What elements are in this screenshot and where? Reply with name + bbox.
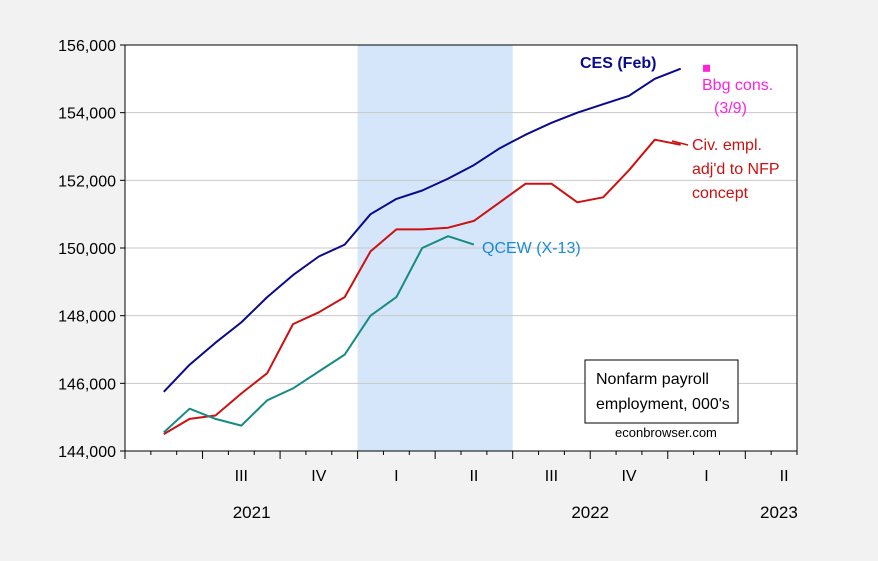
y-tick-label: 152,000 (58, 173, 116, 190)
x-quarter-label: II (469, 468, 478, 485)
gridlines (125, 112, 797, 384)
series-line-civ-empl (163, 138, 681, 435)
label-qcew: QCEW (X-13) (482, 240, 581, 257)
svg-text:Bbg cons.: Bbg cons. (702, 77, 773, 94)
x-year-label: 2022 (571, 503, 609, 522)
x-quarter-label: III (545, 468, 558, 485)
y-tick-label: 144,000 (58, 444, 116, 461)
label-civ: Civ. empl. adj'd to NFP concept (671, 137, 780, 202)
x-quarter-label: III (235, 468, 248, 485)
axes (120, 44, 798, 459)
x-quarter-label: II (780, 468, 789, 485)
x-year-label: 2021 (233, 503, 271, 522)
annotation-line-2: employment, 000's (596, 396, 730, 413)
label-ces: CES (Feb) (580, 55, 656, 72)
series-line-qcew (163, 235, 475, 434)
y-tick-label: 146,000 (58, 376, 116, 393)
svg-text:(3/9): (3/9) (714, 100, 747, 117)
source-label: econbrowser.com (615, 425, 717, 440)
annotation-box: Nonfarm payroll employment, 000's (584, 359, 739, 424)
x-year-label: 2023 (760, 503, 798, 522)
x-quarter-label: I (394, 468, 398, 485)
svg-text:concept: concept (692, 185, 749, 202)
annotation-line-1: Nonfarm payroll (596, 371, 709, 388)
x-quarter-label: IV (621, 468, 636, 485)
y-tick-labels: 144,000 146,000 148,000 150,000 152,000 154,0… (58, 38, 116, 461)
label-bbg: Bbg cons. (3/9) (702, 77, 773, 117)
y-tick-label: 148,000 (58, 309, 116, 326)
svg-text:adj'd to NFP: adj'd to NFP (692, 161, 780, 178)
y-tick-label: 156,000 (58, 38, 116, 55)
x-year-labels: 2021 2022 2023 (233, 503, 798, 522)
bbg-consensus-point (703, 64, 711, 72)
x-quarter-label: I (704, 468, 708, 485)
svg-text:Civ. empl.: Civ. empl. (692, 137, 762, 154)
x-quarter-labels: III IV I II III IV I II (235, 468, 789, 485)
y-tick-label: 154,000 (58, 106, 116, 123)
series-line-ces (163, 67, 682, 393)
x-quarter-label: IV (311, 468, 326, 485)
y-tick-label: 150,000 (58, 241, 116, 258)
series-lines (163, 64, 711, 435)
